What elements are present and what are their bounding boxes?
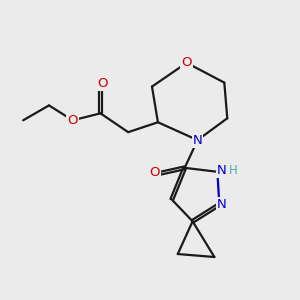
- Text: H: H: [229, 164, 237, 177]
- Text: N: N: [193, 134, 202, 147]
- Text: O: O: [149, 166, 160, 179]
- Text: N: N: [217, 198, 226, 211]
- Text: O: O: [182, 56, 192, 69]
- Text: O: O: [98, 77, 108, 90]
- Text: N: N: [217, 164, 227, 177]
- Text: O: O: [68, 114, 78, 127]
